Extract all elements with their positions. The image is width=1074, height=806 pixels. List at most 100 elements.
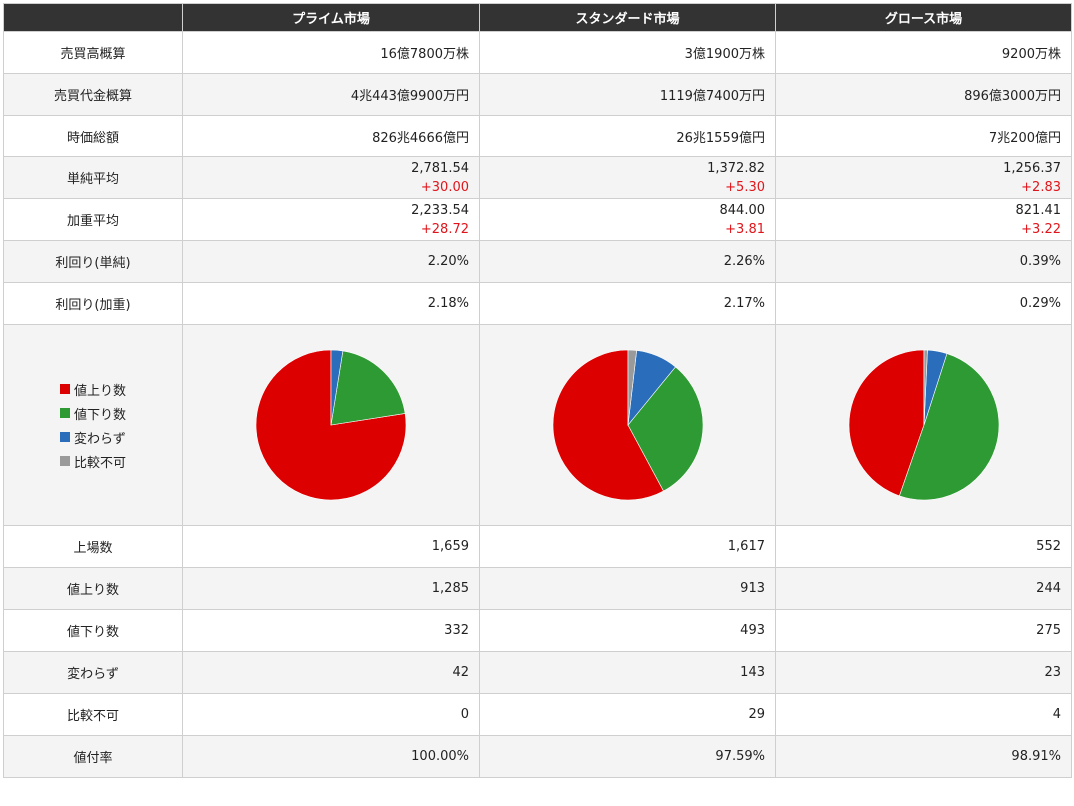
index-value: 844.00 xyxy=(719,202,766,218)
cell-value: 7兆200億円 xyxy=(775,115,1072,157)
row-label: 値下り数 xyxy=(3,609,183,652)
index-change: +3.81 xyxy=(725,221,765,237)
header-corner xyxy=(3,3,183,32)
index-change: +5.30 xyxy=(725,179,765,195)
row-simple-average: 単純平均 2,781.54 +30.00 1,372.82 +5.30 1,25… xyxy=(3,156,1072,199)
row-label: 売買代金概算 xyxy=(3,73,183,116)
index-value: 1,256.37 xyxy=(1003,160,1061,176)
legend-swatch xyxy=(59,432,70,442)
row-label: 値上り数 xyxy=(3,567,183,610)
legend-label: 値上り数 xyxy=(73,383,126,399)
cell-value: 896億3000万円 xyxy=(775,73,1072,116)
row-label: 利回り(加重) xyxy=(3,282,183,325)
row-yield-simple: 利回り(単純) 2.20% 2.26% 0.39% xyxy=(3,240,1072,283)
cell-value: 143 xyxy=(479,651,776,694)
cell-value: 26兆1559億円 xyxy=(479,115,776,157)
row-weighted-average: 加重平均 2,233.54 +28.72 844.00 +3.81 821.41… xyxy=(3,198,1072,241)
index-value: 1,372.82 xyxy=(707,160,765,176)
cell-value: 2.20% xyxy=(182,240,480,283)
index-change: +3.22 xyxy=(1021,221,1061,237)
row-label: 売買高概算 xyxy=(3,31,183,74)
cell-value: 98.91% xyxy=(775,735,1072,778)
row-unchanged: 変わらず 42 143 23 xyxy=(3,651,1072,694)
row-label: 利回り(単純) xyxy=(3,240,183,283)
row-no-compare: 比較不可 0 29 4 xyxy=(3,693,1072,736)
pie-legend: 値上り数 値下り数 変わらず 比較不可 xyxy=(59,377,126,473)
cell-value: 2,781.54 +30.00 xyxy=(182,156,480,199)
row-label: 値付率 xyxy=(3,735,183,778)
cell-value: 23 xyxy=(775,651,1072,694)
cell-value: 42 xyxy=(182,651,480,694)
cell-value: 2,233.54 +28.72 xyxy=(182,198,480,241)
cell-value: 9200万株 xyxy=(775,31,1072,74)
pie-slice-up xyxy=(848,349,924,497)
cell-value: 0 xyxy=(182,693,480,736)
cell-value: 332 xyxy=(182,609,480,652)
cell-value: 826兆4666億円 xyxy=(182,115,480,157)
cell-value: 1,617 xyxy=(479,525,776,568)
cell-value: 244 xyxy=(775,567,1072,610)
cell-value: 1,285 xyxy=(182,567,480,610)
row-label: 変わらず xyxy=(3,651,183,694)
row-pie-charts: 値上り数 値下り数 変わらず 比較不可 xyxy=(3,324,1072,526)
pie-slice-unchanged xyxy=(330,349,344,426)
cell-value: 913 xyxy=(479,567,776,610)
cell-value: 1119億7400万円 xyxy=(479,73,776,116)
cell-value: 0.29% xyxy=(775,282,1072,325)
row-turnover: 売買代金概算 4兆443億9900万円 1119億7400万円 896億3000… xyxy=(3,73,1072,116)
header-standard: スタンダード市場 xyxy=(479,3,776,32)
pie-chart-standard xyxy=(552,349,703,501)
cell-value: 1,256.37 +2.83 xyxy=(775,156,1072,199)
pie-cell-standard xyxy=(479,324,776,526)
index-change: +28.72 xyxy=(420,221,469,237)
cell-value: 844.00 +3.81 xyxy=(479,198,776,241)
cell-value: 4兆443億9900万円 xyxy=(182,73,480,116)
pie-cell-prime xyxy=(182,324,480,526)
row-listed: 上場数 1,659 1,617 552 xyxy=(3,525,1072,568)
cell-value: 100.00% xyxy=(182,735,480,778)
row-label: 比較不可 xyxy=(3,693,183,736)
cell-value: 97.59% xyxy=(479,735,776,778)
legend-swatch xyxy=(59,384,70,394)
index-change: +2.83 xyxy=(1021,179,1061,195)
legend-item-up: 値上り数 xyxy=(59,377,126,401)
header-prime: プライム市場 xyxy=(182,3,480,32)
row-volume: 売買高概算 16億7800万株 3億1900万株 9200万株 xyxy=(3,31,1072,74)
cell-value: 29 xyxy=(479,693,776,736)
cell-value: 3億1900万株 xyxy=(479,31,776,74)
pie-chart-prime xyxy=(255,349,407,501)
cell-value: 1,659 xyxy=(182,525,480,568)
index-value: 2,233.54 xyxy=(411,202,469,218)
cell-value: 2.26% xyxy=(479,240,776,283)
header-growth: グロース市場 xyxy=(775,3,1072,32)
cell-value: 1,372.82 +5.30 xyxy=(479,156,776,199)
legend-item-nocompare: 比較不可 xyxy=(59,449,126,473)
cell-value: 16億7800万株 xyxy=(182,31,480,74)
cell-value: 493 xyxy=(479,609,776,652)
legend-label: 変わらず xyxy=(73,431,126,447)
legend-label: 比較不可 xyxy=(73,455,126,471)
cell-value: 4 xyxy=(775,693,1072,736)
row-label: 加重平均 xyxy=(3,198,183,241)
pie-legend-cell: 値上り数 値下り数 変わらず 比較不可 xyxy=(3,324,183,526)
pie-slice-down xyxy=(627,366,703,492)
index-change: +30.00 xyxy=(420,179,469,195)
index-value: 821.41 xyxy=(1015,202,1062,218)
legend-item-down: 値下り数 xyxy=(59,401,126,425)
legend-label: 値下り数 xyxy=(73,407,126,423)
row-declines: 値下り数 332 493 275 xyxy=(3,609,1072,652)
index-value: 2,781.54 xyxy=(411,160,469,176)
row-market-cap: 時価総額 826兆4666億円 26兆1559億円 7兆200億円 xyxy=(3,115,1072,157)
cell-value: 552 xyxy=(775,525,1072,568)
pie-slice-down xyxy=(898,353,999,501)
row-pricing-rate: 値付率 100.00% 97.59% 98.91% xyxy=(3,735,1072,778)
row-advances: 値上り数 1,285 913 244 xyxy=(3,567,1072,610)
row-yield-weighted: 利回り(加重) 2.18% 2.17% 0.29% xyxy=(3,282,1072,325)
pie-slice-nocompare xyxy=(923,349,928,426)
legend-swatch xyxy=(59,408,70,418)
pie-slice-down xyxy=(330,350,406,426)
legend-item-unchanged: 変わらず xyxy=(59,425,126,449)
row-label: 上場数 xyxy=(3,525,183,568)
legend-swatch xyxy=(59,456,70,466)
cell-value: 275 xyxy=(775,609,1072,652)
